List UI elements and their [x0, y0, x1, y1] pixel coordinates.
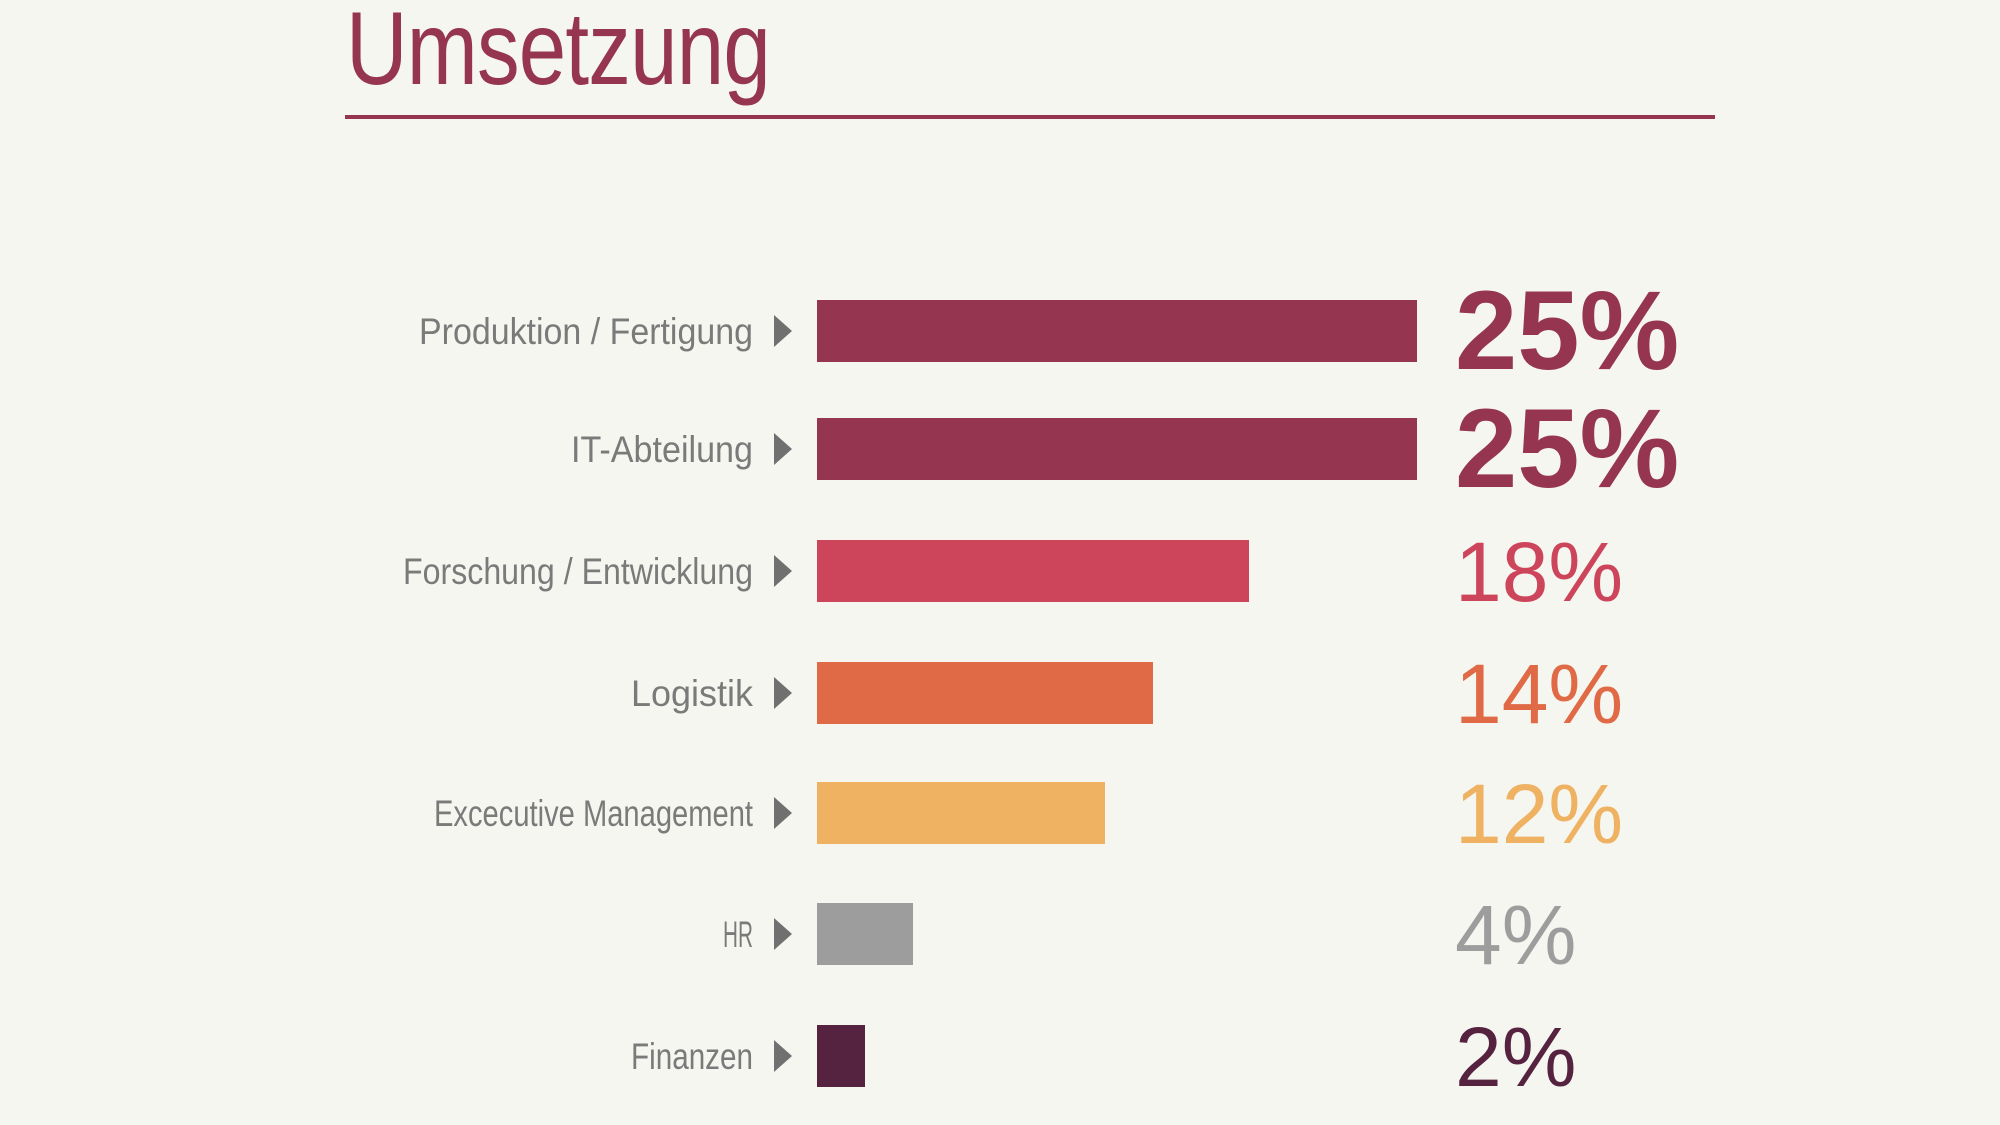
value-label: 14% — [1455, 647, 1623, 741]
right-pointing-triangle-icon — [774, 677, 792, 709]
right-pointing-triangle-icon — [774, 1040, 792, 1072]
title-underline — [345, 115, 1715, 119]
value-label: 4% — [1455, 888, 1576, 982]
value-label: 2% — [1455, 1010, 1576, 1104]
right-pointing-triangle-icon — [774, 797, 792, 829]
value-label: 18% — [1455, 525, 1623, 619]
value-label: 12% — [1455, 767, 1623, 861]
category-label: Logistik — [631, 673, 753, 714]
value-label: 25% — [1455, 386, 1679, 511]
right-pointing-triangle-icon — [774, 555, 792, 587]
category-label: Produktion / Fertigung — [419, 311, 753, 352]
bar — [817, 540, 1249, 602]
bar — [817, 300, 1417, 362]
right-pointing-triangle-icon — [774, 315, 792, 347]
value-label: 25% — [1455, 268, 1679, 393]
category-label: HR — [723, 914, 753, 955]
bar — [817, 903, 913, 965]
category-label: IT-Abteilung — [571, 429, 753, 470]
bar — [817, 1025, 865, 1087]
category-label: Finanzen — [631, 1036, 753, 1077]
bar — [817, 662, 1153, 724]
right-pointing-triangle-icon — [774, 918, 792, 950]
category-label: Forschung / Entwicklung — [403, 551, 753, 592]
page-title: Umsetzung — [346, 0, 771, 107]
category-label: Excecutive Management — [434, 793, 754, 834]
right-pointing-triangle-icon — [774, 433, 792, 465]
bar — [817, 782, 1105, 844]
bar — [817, 418, 1417, 480]
